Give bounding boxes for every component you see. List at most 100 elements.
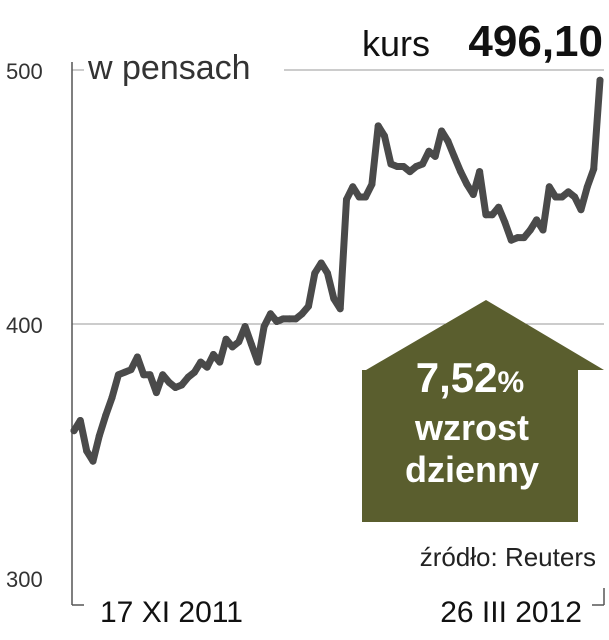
price-point: [216, 358, 224, 366]
y-tick-300: 300: [6, 567, 43, 592]
price-point: [108, 394, 116, 402]
price-point: [381, 132, 388, 140]
price-point: [438, 127, 446, 135]
price-point: [292, 315, 300, 323]
source-label: źródło: Reuters: [420, 542, 596, 572]
price-point: [501, 218, 509, 226]
price-point: [539, 226, 547, 234]
price-point: [305, 302, 312, 310]
price-point: [95, 432, 103, 440]
price-point: [330, 295, 338, 303]
daily-change-percent-value: 7,52: [416, 354, 498, 401]
price-point: [425, 147, 433, 155]
price-point: [121, 368, 129, 376]
price-point: [190, 368, 198, 376]
price-points: [70, 76, 604, 465]
price-point: [596, 76, 604, 84]
price-point: [577, 206, 585, 214]
daily-change-line1: wzrost: [414, 407, 529, 448]
price-point: [488, 211, 496, 219]
price-point: [355, 193, 363, 201]
price-point: [450, 152, 458, 160]
price-point: [463, 180, 471, 188]
price-point: [393, 163, 401, 170]
price-point: [165, 378, 173, 386]
price-point: [362, 193, 369, 201]
price-point: [482, 211, 490, 219]
price-point: [114, 371, 122, 379]
price-point: [545, 183, 553, 191]
price-point: [495, 203, 503, 211]
price-point: [336, 305, 344, 313]
unit-label-bg: [84, 44, 284, 84]
price-point: [171, 384, 179, 391]
price-point: [83, 447, 91, 455]
price-point: [159, 371, 167, 379]
price-point: [374, 122, 382, 130]
x-start-date: 17 XI 2011: [100, 596, 243, 629]
price-point: [260, 323, 268, 330]
unit-label: w pensach: [87, 49, 251, 87]
price-point: [146, 371, 154, 379]
price-point: [406, 168, 414, 176]
price-point: [89, 457, 97, 465]
price-point: [267, 310, 274, 318]
x-end-date: 26 III 2012: [440, 596, 582, 629]
price-point: [254, 358, 262, 366]
price-point: [583, 183, 591, 191]
price-point: [526, 226, 534, 234]
current-price-value: 496,10: [468, 17, 603, 66]
price-point: [70, 427, 78, 435]
price-point: [457, 168, 465, 176]
price-point: [140, 371, 148, 379]
price-point: [343, 196, 350, 203]
price-point: [241, 323, 249, 330]
price-point: [349, 183, 357, 191]
price-point: [507, 236, 515, 244]
price-point: [279, 315, 287, 323]
price-point: [102, 411, 110, 419]
price-point: [469, 191, 477, 198]
price-point: [564, 188, 572, 196]
price-point: [412, 163, 420, 170]
price-point: [368, 180, 376, 188]
price-point: [400, 163, 407, 170]
current-price-label: kurs: [362, 23, 430, 64]
price-point: [387, 160, 395, 168]
daily-change-arrow: [362, 300, 604, 522]
price-point: [184, 373, 192, 381]
price-point: [298, 310, 306, 318]
price-point: [324, 269, 331, 277]
price-point: [286, 315, 293, 323]
daily-change-line2: dzienny: [405, 449, 539, 490]
price-point: [476, 168, 484, 176]
price-point: [317, 259, 325, 267]
price-point: [431, 152, 439, 160]
price-point: [178, 381, 186, 389]
price-point: [514, 234, 522, 242]
daily-change-percent-sign: %: [498, 366, 525, 399]
y-tick-500: 500: [6, 59, 43, 84]
price-point: [520, 234, 528, 242]
price-point: [590, 165, 598, 173]
price-point: [558, 193, 566, 201]
price-point: [419, 160, 427, 168]
price-point: [247, 340, 255, 348]
price-point: [273, 318, 281, 325]
price-point: [571, 193, 579, 201]
price-point: [235, 338, 243, 346]
daily-change-percent: 7,52%: [416, 354, 524, 401]
price-point: [311, 269, 319, 277]
price-point: [203, 363, 211, 371]
price-point: [228, 343, 236, 351]
price-point: [133, 353, 141, 361]
price-point: [197, 358, 205, 366]
price-point: [552, 193, 560, 201]
price-point: [76, 417, 84, 424]
price-point: [209, 351, 217, 358]
price-point: [222, 335, 230, 343]
price-point: [127, 366, 135, 374]
price-point: [444, 137, 452, 145]
y-tick-400: 400: [6, 313, 43, 338]
